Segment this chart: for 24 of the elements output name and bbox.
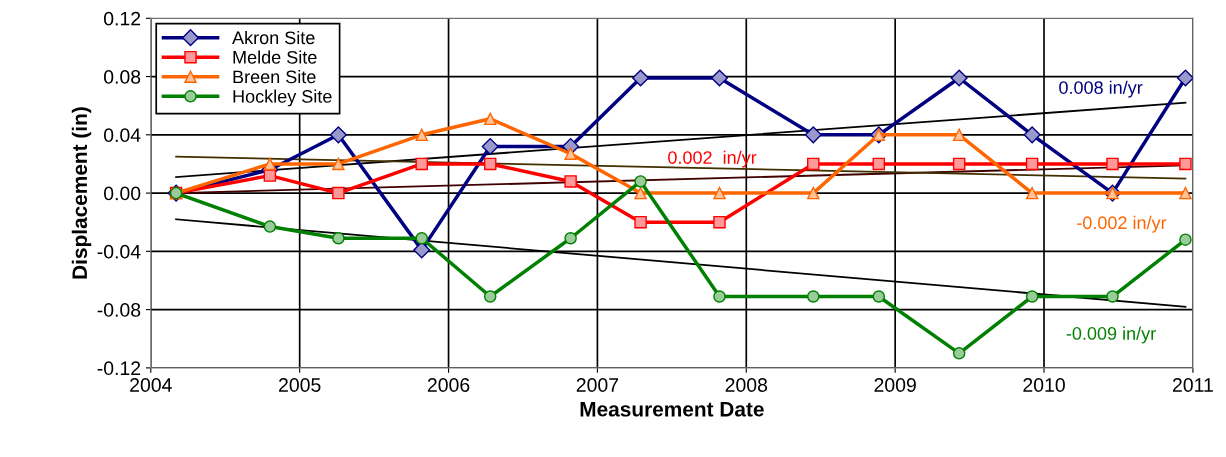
y-tick-label: -0.04 (97, 244, 141, 259)
x-tick-label: 2008 (725, 378, 768, 392)
legend-label: Akron Site (232, 30, 315, 45)
annotation: -0.002 in/yr (1077, 215, 1167, 233)
y-tick-label: 0.12 (103, 11, 141, 26)
legend-label: Hockley Site (233, 89, 332, 107)
x-tick-label: 2006 (427, 378, 470, 392)
y-tick-label: -0.08 (97, 303, 141, 317)
legend-label: Melde Site (233, 50, 317, 64)
y-tick-label: 0.08 (103, 70, 141, 84)
y-tick-label: 0.04 (103, 128, 141, 143)
x-tick-label: 2004 (130, 378, 172, 392)
x-tick-label: 2011 (1172, 378, 1213, 392)
x-tick-label: 2007 (576, 378, 619, 392)
x-tick-label: 2009 (874, 378, 916, 392)
annotation: 0.008 in/yr (1059, 80, 1143, 98)
annotation: -0.009 in/yr (1066, 326, 1156, 344)
legend-label: Breen Site (233, 70, 316, 84)
x-axis-title: Measurement Date (580, 402, 764, 417)
x-tick-label: 2010 (1023, 378, 1065, 392)
x-tick-label: 2005 (279, 378, 321, 392)
y-tick-label: -0.12 (97, 361, 141, 376)
y-axis-title: Displacement (in) (71, 107, 92, 279)
y-tick-label: 0.00 (103, 186, 141, 201)
